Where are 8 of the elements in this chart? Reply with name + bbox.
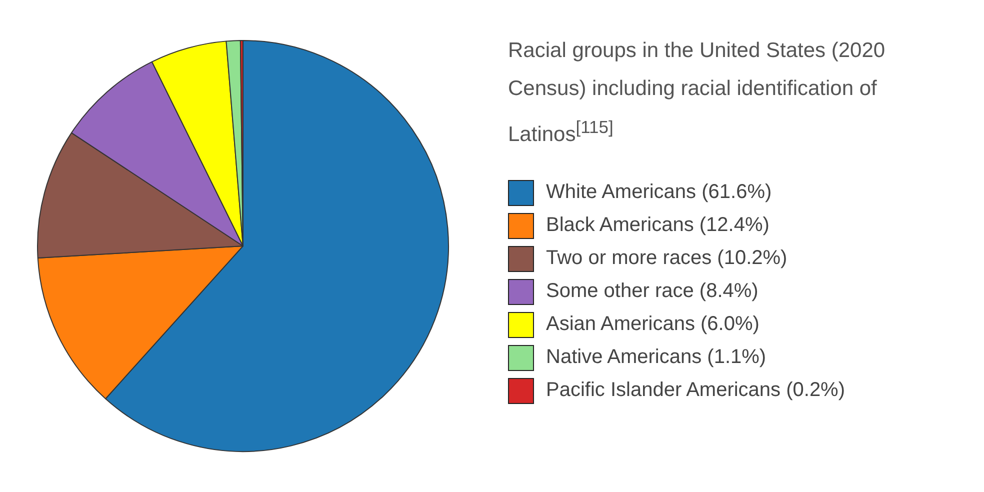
legend-label: Asian Americans (6.0%) [546,313,760,336]
legend-label: Black Americans (12.4%) [546,214,770,237]
legend-label: White Americans (61.6%) [546,181,772,204]
legend-label: Pacific Islander Americans (0.2%) [546,379,846,402]
text: Racial groups in the United States (2020 Census) including racial identification of Latinos$^{[115]}$ [508,38,886,148]
legend-label: Some other race (8.4%) [546,280,758,303]
legend-label: Native Americans (1.1%) [546,346,766,369]
legend-label: Two or more races (10.2%) [546,247,788,270]
